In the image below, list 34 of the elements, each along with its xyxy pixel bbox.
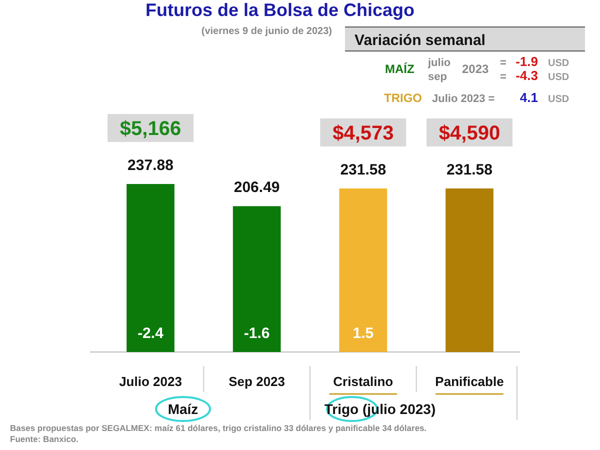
text: Julio 2023 = [432,93,495,105]
text: USD [548,58,570,69]
text: USD [548,94,570,105]
text: Maíz [168,401,198,417]
data-label: 231.58 [446,161,492,178]
text: -1.9 [516,54,538,69]
annotation: 1.5 [352,325,374,342]
text: 4.1 [520,90,538,105]
text: = [500,71,506,83]
text: $4,573 [332,122,394,144]
source-note: Fuente: Banxico. [10,434,78,444]
x-tick-label: Cristalino [333,374,394,389]
x-tick-label: Panificable [435,374,504,389]
text: sep [428,71,448,83]
chart-subtitle: (viernes 9 de junio de 2023) [201,26,332,37]
text: julio [427,57,451,69]
data-label: 237.88 [128,157,174,174]
chart-title: Futuros de la Bolsa de Chicago [145,0,415,20]
x-tick-label: Julio 2023 [119,374,182,389]
data-label: 206.49 [234,179,280,196]
text: TRIGO [384,91,422,105]
annotation: -1.6 [244,325,270,342]
text: USD [548,72,570,83]
annotation: -2.4 [138,325,164,342]
text: $5,166 [120,118,182,140]
x-tick-label: Sep 2023 [228,374,286,389]
text: 2023 [462,62,490,76]
text: Bases propuestas por SEGALMEX: maíz 61 dólares, trigo cristalino 33 dólares y panificable 34 dólares. [10,423,427,433]
text: = [500,57,506,69]
text: -4.3 [516,68,538,83]
data-label: 231.58 [340,161,386,178]
text: MAÍZ [385,62,414,76]
text: Variación semanal [354,32,486,49]
text: $4,590 [438,122,500,144]
